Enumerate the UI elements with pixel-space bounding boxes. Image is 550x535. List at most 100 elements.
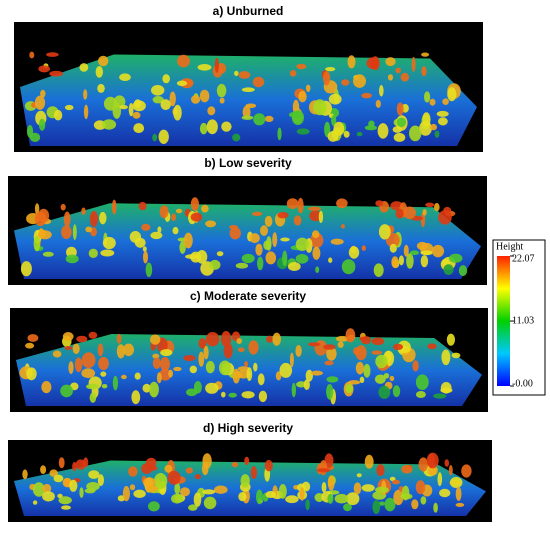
tree-crown bbox=[143, 250, 148, 264]
tree-crown bbox=[296, 128, 310, 135]
tree-crown bbox=[153, 473, 168, 489]
tree-crown bbox=[355, 361, 364, 375]
tree-crown bbox=[205, 360, 215, 374]
tree-crown bbox=[152, 96, 164, 104]
tree-crown bbox=[249, 233, 260, 244]
tree-crown bbox=[326, 346, 337, 361]
point-cloud-ground bbox=[20, 54, 477, 146]
tree-crown bbox=[133, 489, 146, 498]
tree-crown bbox=[27, 334, 39, 342]
tree-crown bbox=[244, 361, 249, 367]
tree-crown bbox=[340, 224, 345, 229]
tree-crown bbox=[203, 496, 217, 510]
tree-crown bbox=[422, 112, 431, 127]
tree-crown bbox=[42, 491, 55, 502]
tree-crown bbox=[134, 372, 141, 380]
tree-crown bbox=[232, 133, 241, 142]
tree-crown bbox=[123, 343, 134, 357]
tree-crown bbox=[376, 464, 385, 477]
tree-crown bbox=[348, 380, 361, 385]
tree-crown bbox=[89, 211, 98, 227]
tree-crown bbox=[160, 99, 171, 110]
tree-crown bbox=[86, 482, 100, 491]
tree-crown bbox=[455, 502, 465, 507]
tree-crown bbox=[72, 343, 80, 355]
tree-crown bbox=[61, 225, 72, 240]
tree-crown bbox=[328, 93, 342, 105]
tree-crown bbox=[183, 355, 196, 362]
tree-crown bbox=[241, 253, 255, 264]
tree-crown bbox=[89, 392, 97, 403]
tree-crown bbox=[400, 72, 409, 82]
tree-crown bbox=[228, 392, 237, 398]
tree-crown bbox=[159, 369, 172, 381]
tree-crown bbox=[88, 470, 100, 479]
tree-crown bbox=[237, 347, 245, 353]
panel-title: d) High severity bbox=[203, 421, 293, 435]
tree-crown bbox=[415, 374, 429, 391]
tree-crown bbox=[359, 376, 365, 383]
tree-crown bbox=[39, 228, 44, 237]
tree-crown bbox=[293, 215, 302, 226]
tree-crown bbox=[205, 332, 220, 347]
tree-crown bbox=[449, 477, 463, 488]
tree-crown bbox=[143, 477, 156, 488]
tree-crown bbox=[63, 211, 71, 227]
tree-crown bbox=[60, 203, 66, 211]
tree-crown bbox=[437, 472, 443, 487]
tree-crown bbox=[237, 366, 250, 372]
colorbar-tick-label: -0.00 bbox=[512, 378, 533, 389]
tree-crown bbox=[206, 119, 218, 135]
tree-crown bbox=[335, 335, 349, 342]
tree-crown bbox=[190, 251, 202, 263]
tree-crown bbox=[298, 90, 307, 103]
tree-crown bbox=[425, 202, 435, 208]
tree-crown bbox=[190, 212, 203, 222]
tree-crown bbox=[180, 487, 190, 497]
tree-crown bbox=[57, 493, 63, 499]
tree-crown bbox=[164, 464, 173, 473]
tree-crown bbox=[406, 253, 414, 269]
tree-crown bbox=[116, 344, 125, 359]
tree-crown bbox=[245, 103, 257, 109]
tree-crown bbox=[356, 473, 362, 478]
tree-crown bbox=[409, 125, 422, 142]
tree-crown bbox=[53, 109, 63, 121]
tree-crown bbox=[173, 104, 182, 121]
tree-crown bbox=[219, 97, 225, 104]
tree-crown bbox=[444, 459, 450, 467]
tree-crown bbox=[128, 466, 138, 477]
tree-crown bbox=[238, 492, 247, 502]
tree-crown bbox=[157, 226, 162, 233]
tree-crown bbox=[41, 381, 52, 394]
tree-crown bbox=[265, 491, 276, 498]
tree-crown bbox=[174, 482, 181, 495]
tree-crown bbox=[353, 482, 362, 495]
tree-crown bbox=[62, 332, 74, 341]
tree-crown bbox=[424, 91, 431, 103]
tree-crown bbox=[433, 502, 438, 513]
tree-crown bbox=[132, 111, 141, 119]
tree-crown bbox=[257, 373, 265, 386]
tree-crown bbox=[396, 117, 407, 128]
tree-crown bbox=[333, 121, 345, 136]
tree-crown bbox=[310, 370, 323, 376]
tree-crown bbox=[291, 382, 296, 398]
tree-crown bbox=[348, 246, 360, 259]
tree-crown bbox=[341, 79, 350, 86]
tree-crown bbox=[83, 89, 88, 100]
tree-crown bbox=[446, 333, 455, 346]
panel: c) Moderate severity bbox=[10, 289, 488, 412]
tree-crown bbox=[64, 346, 73, 350]
tree-crown bbox=[253, 362, 258, 372]
tree-crown bbox=[327, 493, 334, 504]
tree-crown bbox=[175, 208, 183, 214]
tree-crown bbox=[438, 117, 448, 126]
tree-crown bbox=[64, 104, 74, 111]
tree-crown bbox=[325, 67, 336, 72]
tree-crown bbox=[258, 390, 268, 403]
tree-crown bbox=[412, 360, 419, 372]
tree-crown bbox=[396, 102, 404, 116]
tree-crown bbox=[434, 203, 440, 212]
